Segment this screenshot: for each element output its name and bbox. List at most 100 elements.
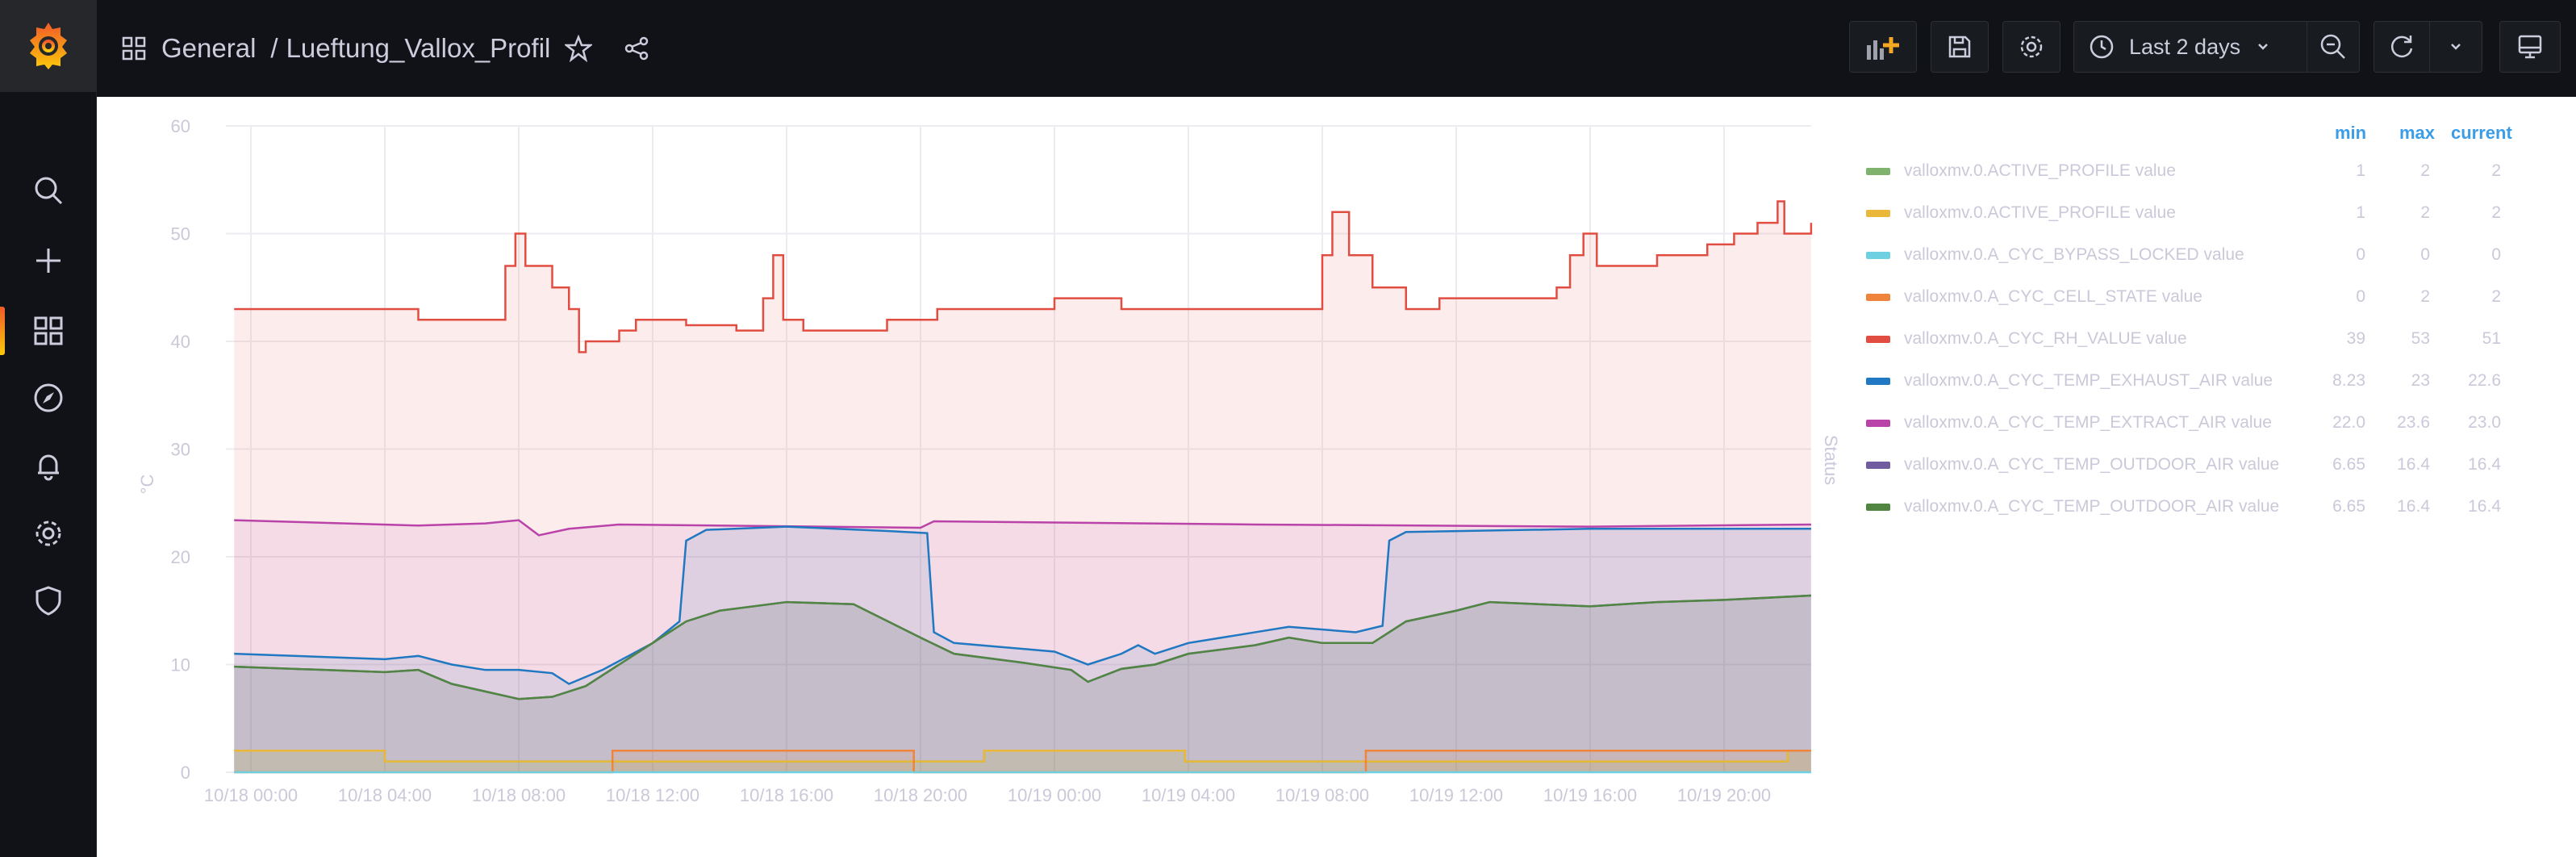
- legend-min-value: 0: [2356, 245, 2365, 264]
- clock-icon: [2090, 35, 2114, 59]
- zoom-out-button[interactable]: [2307, 21, 2360, 73]
- legend-series-name[interactable]: valloxmv.0.A_CYC_TEMP_OUTDOOR_AIR value: [1904, 497, 2280, 516]
- sidebar-item-dashboards[interactable]: [0, 299, 97, 363]
- legend-series-name[interactable]: valloxmv.0.A_CYC_TEMP_EXHAUST_AIR value: [1904, 371, 2273, 390]
- y-tick-label: 0: [181, 763, 190, 783]
- series-area-fill: [234, 750, 1811, 772]
- y-axis-label: °C: [137, 474, 157, 495]
- legend-max-value: 23.6: [2397, 413, 2430, 432]
- legend-series-name[interactable]: valloxmv.0.A_CYC_BYPASS_LOCKED value: [1904, 245, 2244, 264]
- legend-max-value: 2: [2420, 161, 2430, 180]
- series-line[interactable]: [234, 750, 1811, 763]
- save-icon: [1948, 36, 1971, 58]
- series-color-swatch[interactable]: [1866, 294, 1890, 301]
- add-panel-button[interactable]: [1849, 21, 1917, 73]
- legend-series-name[interactable]: valloxmv.0.A_CYC_TEMP_OUTDOOR_AIR value: [1904, 455, 2280, 474]
- legend-item[interactable]: valloxmv.0.A_CYC_TEMP_OUTDOOR_AIR value 6…: [1856, 491, 2566, 523]
- dashboard-title[interactable]: Lueftung_Vallox_Profil: [286, 33, 551, 63]
- series-color-swatch[interactable]: [1866, 168, 1890, 175]
- legend-current-value: 22.6: [2468, 371, 2501, 390]
- dashboards-icon: [34, 316, 63, 345]
- series-area-fill: [234, 596, 1811, 772]
- legend-series-name[interactable]: valloxmv.0.ACTIVE_PROFILE value: [1904, 161, 2176, 180]
- legend-series-name[interactable]: valloxmv.0.A_CYC_CELL_STATE value: [1904, 287, 2202, 306]
- series-line[interactable]: [234, 525, 1811, 685]
- series-area-fill: [234, 750, 1811, 772]
- legend-header-current[interactable]: current: [2451, 123, 2512, 143]
- series-color-swatch[interactable]: [1866, 336, 1890, 343]
- legend-max-value: 2: [2420, 203, 2430, 222]
- sidebar: [0, 0, 97, 857]
- share-icon[interactable]: [623, 35, 650, 62]
- time-range-picker[interactable]: Last 2 days: [2073, 21, 2307, 73]
- plus-icon: [36, 249, 61, 273]
- shield-icon: [35, 586, 61, 616]
- y-tick-label: 10: [171, 655, 190, 675]
- legend-item[interactable]: valloxmv.0.A_CYC_RH_VALUE value 39 53 51: [1856, 323, 2566, 355]
- sidebar-item-configuration[interactable]: [0, 501, 97, 566]
- legend-min-value: 6.65: [2332, 497, 2365, 516]
- bell-icon: [38, 454, 59, 481]
- gear-icon: [2020, 36, 2043, 58]
- x-tick-label: 10/19 20:00: [1677, 785, 1771, 805]
- sidebar-item-create[interactable]: [0, 228, 97, 293]
- legend-min-value: 6.65: [2332, 455, 2365, 474]
- legend-max-value: 23: [2411, 371, 2430, 390]
- legend-item[interactable]: valloxmv.0.A_CYC_TEMP_OUTDOOR_AIR value 6…: [1856, 449, 2566, 481]
- chevron-down-icon: [2451, 44, 2461, 50]
- series-color-swatch[interactable]: [1866, 420, 1890, 427]
- series-color-swatch[interactable]: [1866, 252, 1890, 259]
- legend-item[interactable]: valloxmv.0.A_CYC_TEMP_EXHAUST_AIR value 8…: [1856, 365, 2566, 397]
- star-icon[interactable]: [565, 35, 593, 62]
- legend-header-max[interactable]: max: [2399, 123, 2436, 143]
- monitor-icon: [2518, 35, 2542, 59]
- y-tick-label: 40: [171, 332, 190, 352]
- dashboard-settings-button[interactable]: [2002, 21, 2060, 73]
- legend-max-value: 16.4: [2397, 497, 2430, 516]
- legend-header-min[interactable]: min: [2335, 123, 2367, 143]
- series-line[interactable]: [234, 200, 1813, 353]
- series-color-swatch[interactable]: [1866, 462, 1890, 469]
- legend-item[interactable]: valloxmv.0.A_CYC_TEMP_EXTRACT_AIR value 2…: [1856, 407, 2566, 439]
- legend-item[interactable]: valloxmv.0.A_CYC_CELL_STATE value 0 2 2: [1856, 281, 2566, 313]
- dashboards-icon: [122, 36, 146, 61]
- gear-icon: [35, 520, 61, 546]
- legend-item[interactable]: valloxmv.0.A_CYC_BYPASS_LOCKED value 0 0 0: [1856, 239, 2566, 271]
- legend-series-name[interactable]: valloxmv.0.A_CYC_RH_VALUE value: [1904, 329, 2187, 348]
- y-tick-label: 20: [171, 547, 190, 567]
- series-area-fill: [234, 750, 1811, 772]
- series-color-swatch[interactable]: [1866, 504, 1890, 511]
- breadcrumb-folder[interactable]: General: [161, 33, 257, 63]
- refresh-button[interactable]: [2374, 21, 2430, 73]
- x-tick-label: 10/18 12:00: [606, 785, 699, 805]
- sidebar-item-alerting[interactable]: [0, 433, 97, 498]
- legend-series-name[interactable]: valloxmv.0.A_CYC_TEMP_EXTRACT_AIR value: [1904, 413, 2272, 432]
- legend-item[interactable]: valloxmv.0.ACTIVE_PROFILE value 1 2 2: [1856, 155, 2566, 187]
- y-tick-label: 60: [171, 116, 190, 136]
- series-line[interactable]: [234, 594, 1811, 700]
- legend-series-name[interactable]: valloxmv.0.ACTIVE_PROFILE value: [1904, 203, 2176, 222]
- legend-current-value: 0: [2491, 245, 2501, 264]
- legend-current-value: 51: [2482, 329, 2501, 348]
- legend-max-value: 16.4: [2397, 455, 2430, 474]
- breadcrumb-separator: /: [270, 33, 278, 63]
- sidebar-item-server-admin[interactable]: [0, 568, 97, 633]
- legend-item[interactable]: valloxmv.0.ACTIVE_PROFILE value 1 2 2: [1856, 197, 2566, 229]
- save-dashboard-button[interactable]: [1931, 21, 1989, 73]
- grafana-logo[interactable]: [0, 0, 97, 92]
- legend-min-value: 0: [2356, 287, 2365, 306]
- series-line[interactable]: [234, 750, 1811, 774]
- x-tick-label: 10/18 20:00: [874, 785, 967, 805]
- refresh-interval-dropdown[interactable]: [2429, 21, 2482, 73]
- x-tick-label: 10/18 08:00: [472, 785, 566, 805]
- sidebar-item-explore[interactable]: [0, 366, 97, 430]
- refresh-icon: [2390, 36, 2413, 58]
- legend-min-value: 39: [2346, 329, 2365, 348]
- tv-mode-button[interactable]: [2499, 21, 2561, 73]
- series-line[interactable]: [234, 519, 1811, 537]
- sidebar-item-search[interactable]: [0, 158, 97, 223]
- series-color-swatch[interactable]: [1866, 378, 1890, 385]
- legend-min-value: 22.0: [2332, 413, 2365, 432]
- series-color-swatch[interactable]: [1866, 210, 1890, 217]
